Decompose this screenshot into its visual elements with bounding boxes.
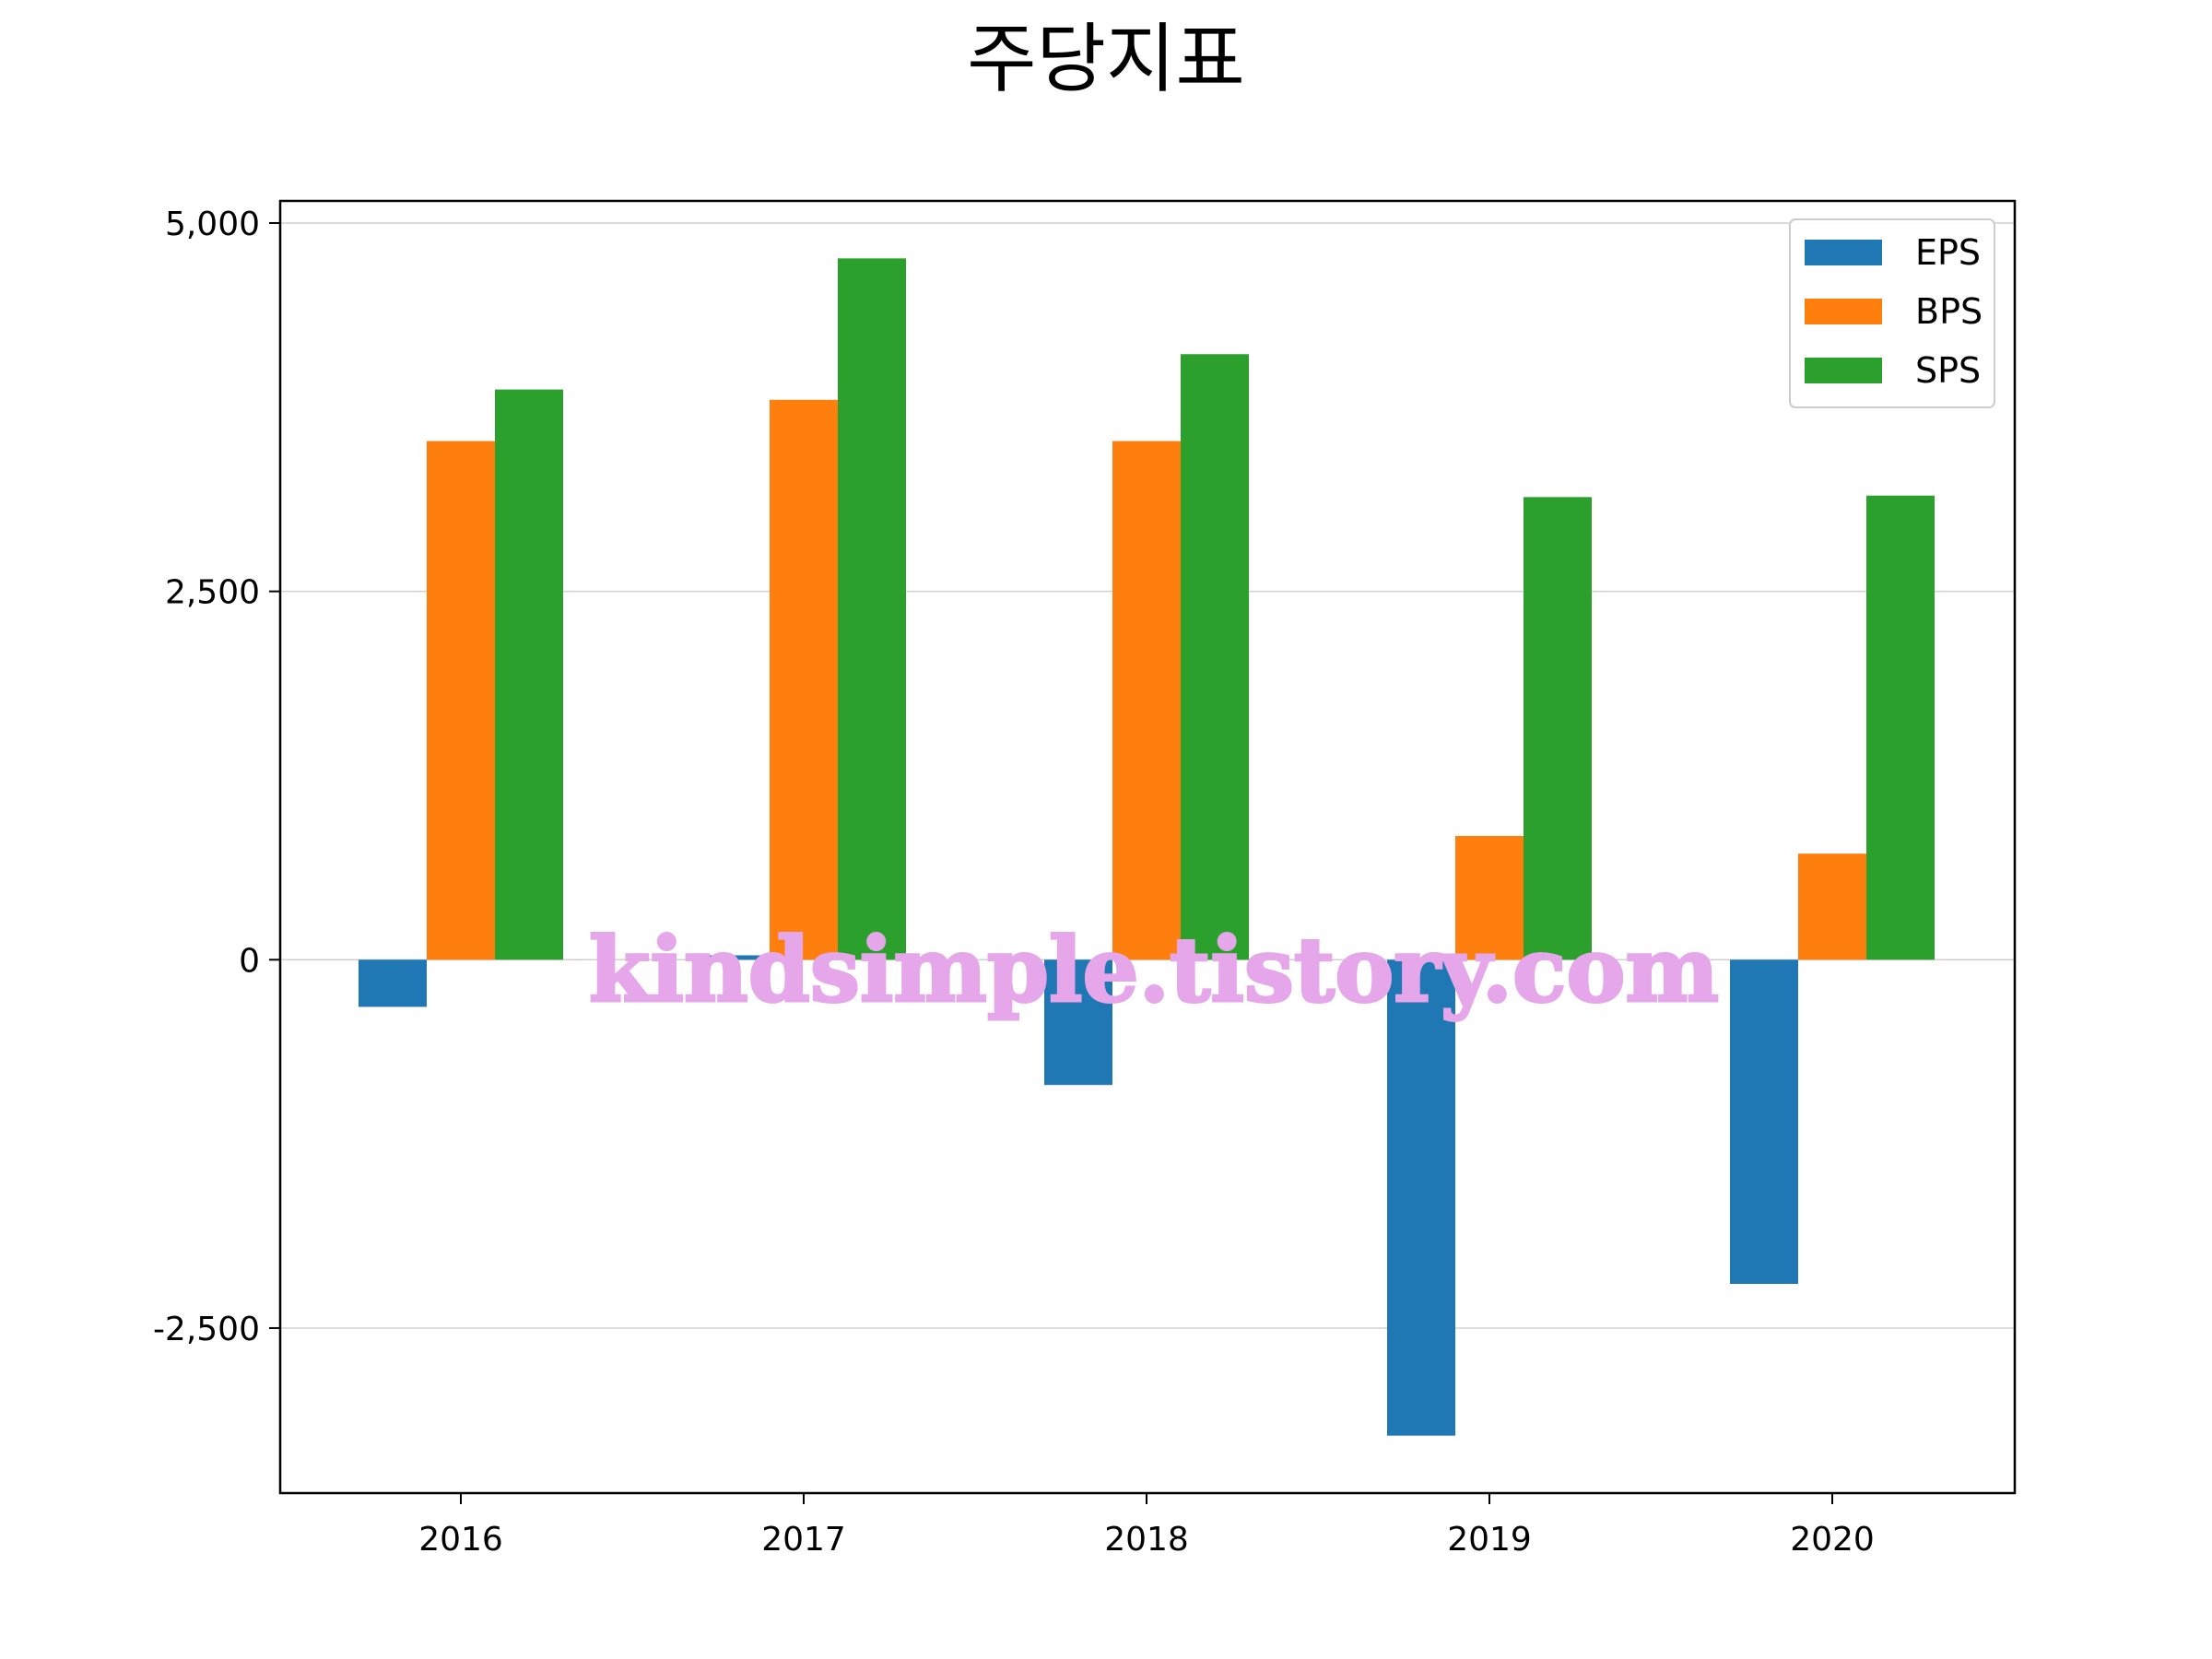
x-tick-label: 2018 [1104,1521,1189,1559]
bar-bps [1455,836,1524,960]
bar-eps [701,955,770,960]
bar-bps [1798,853,1866,960]
bar-sps [495,389,563,960]
bar-sps [1181,354,1249,960]
legend-swatch [1805,240,1882,265]
watermark-text: kindsimple.tistory.com [589,918,1719,1022]
legend-swatch [1805,299,1882,324]
legend-label: SPS [1915,350,1981,391]
legend-swatch [1805,358,1882,383]
y-tick-label: 5,000 [165,206,260,243]
y-axis: -2,500 0 2,500 5,000 [153,206,280,1348]
chart-title: 주당지표 [967,16,1245,103]
bars [359,258,1935,1436]
x-tick-label: 2019 [1447,1521,1532,1559]
x-tick-label: 2017 [761,1521,846,1559]
y-tick-label: 0 [239,942,260,980]
bar-bps [427,441,495,960]
bar-eps [1730,959,1798,1284]
legend-label: BPS [1915,291,1983,332]
x-axis: 2016 2017 2018 2019 2020 [418,1493,1875,1559]
bar-bps [770,399,838,960]
bar-eps [1387,959,1455,1436]
bar-eps [359,959,427,1007]
x-tick-label: 2020 [1790,1521,1875,1559]
y-tick-label: -2,500 [153,1311,260,1348]
bar-sps [1524,497,1592,960]
y-tick-label: 2,500 [165,574,260,612]
bar-eps [1044,959,1112,1086]
bar-bps [1112,441,1181,960]
x-tick-label: 2016 [418,1521,503,1559]
legend: EPS BPS SPS [1789,218,1995,408]
bar-sps [1866,495,1935,960]
bar-sps [838,258,906,960]
legend-label: EPS [1915,232,1981,273]
